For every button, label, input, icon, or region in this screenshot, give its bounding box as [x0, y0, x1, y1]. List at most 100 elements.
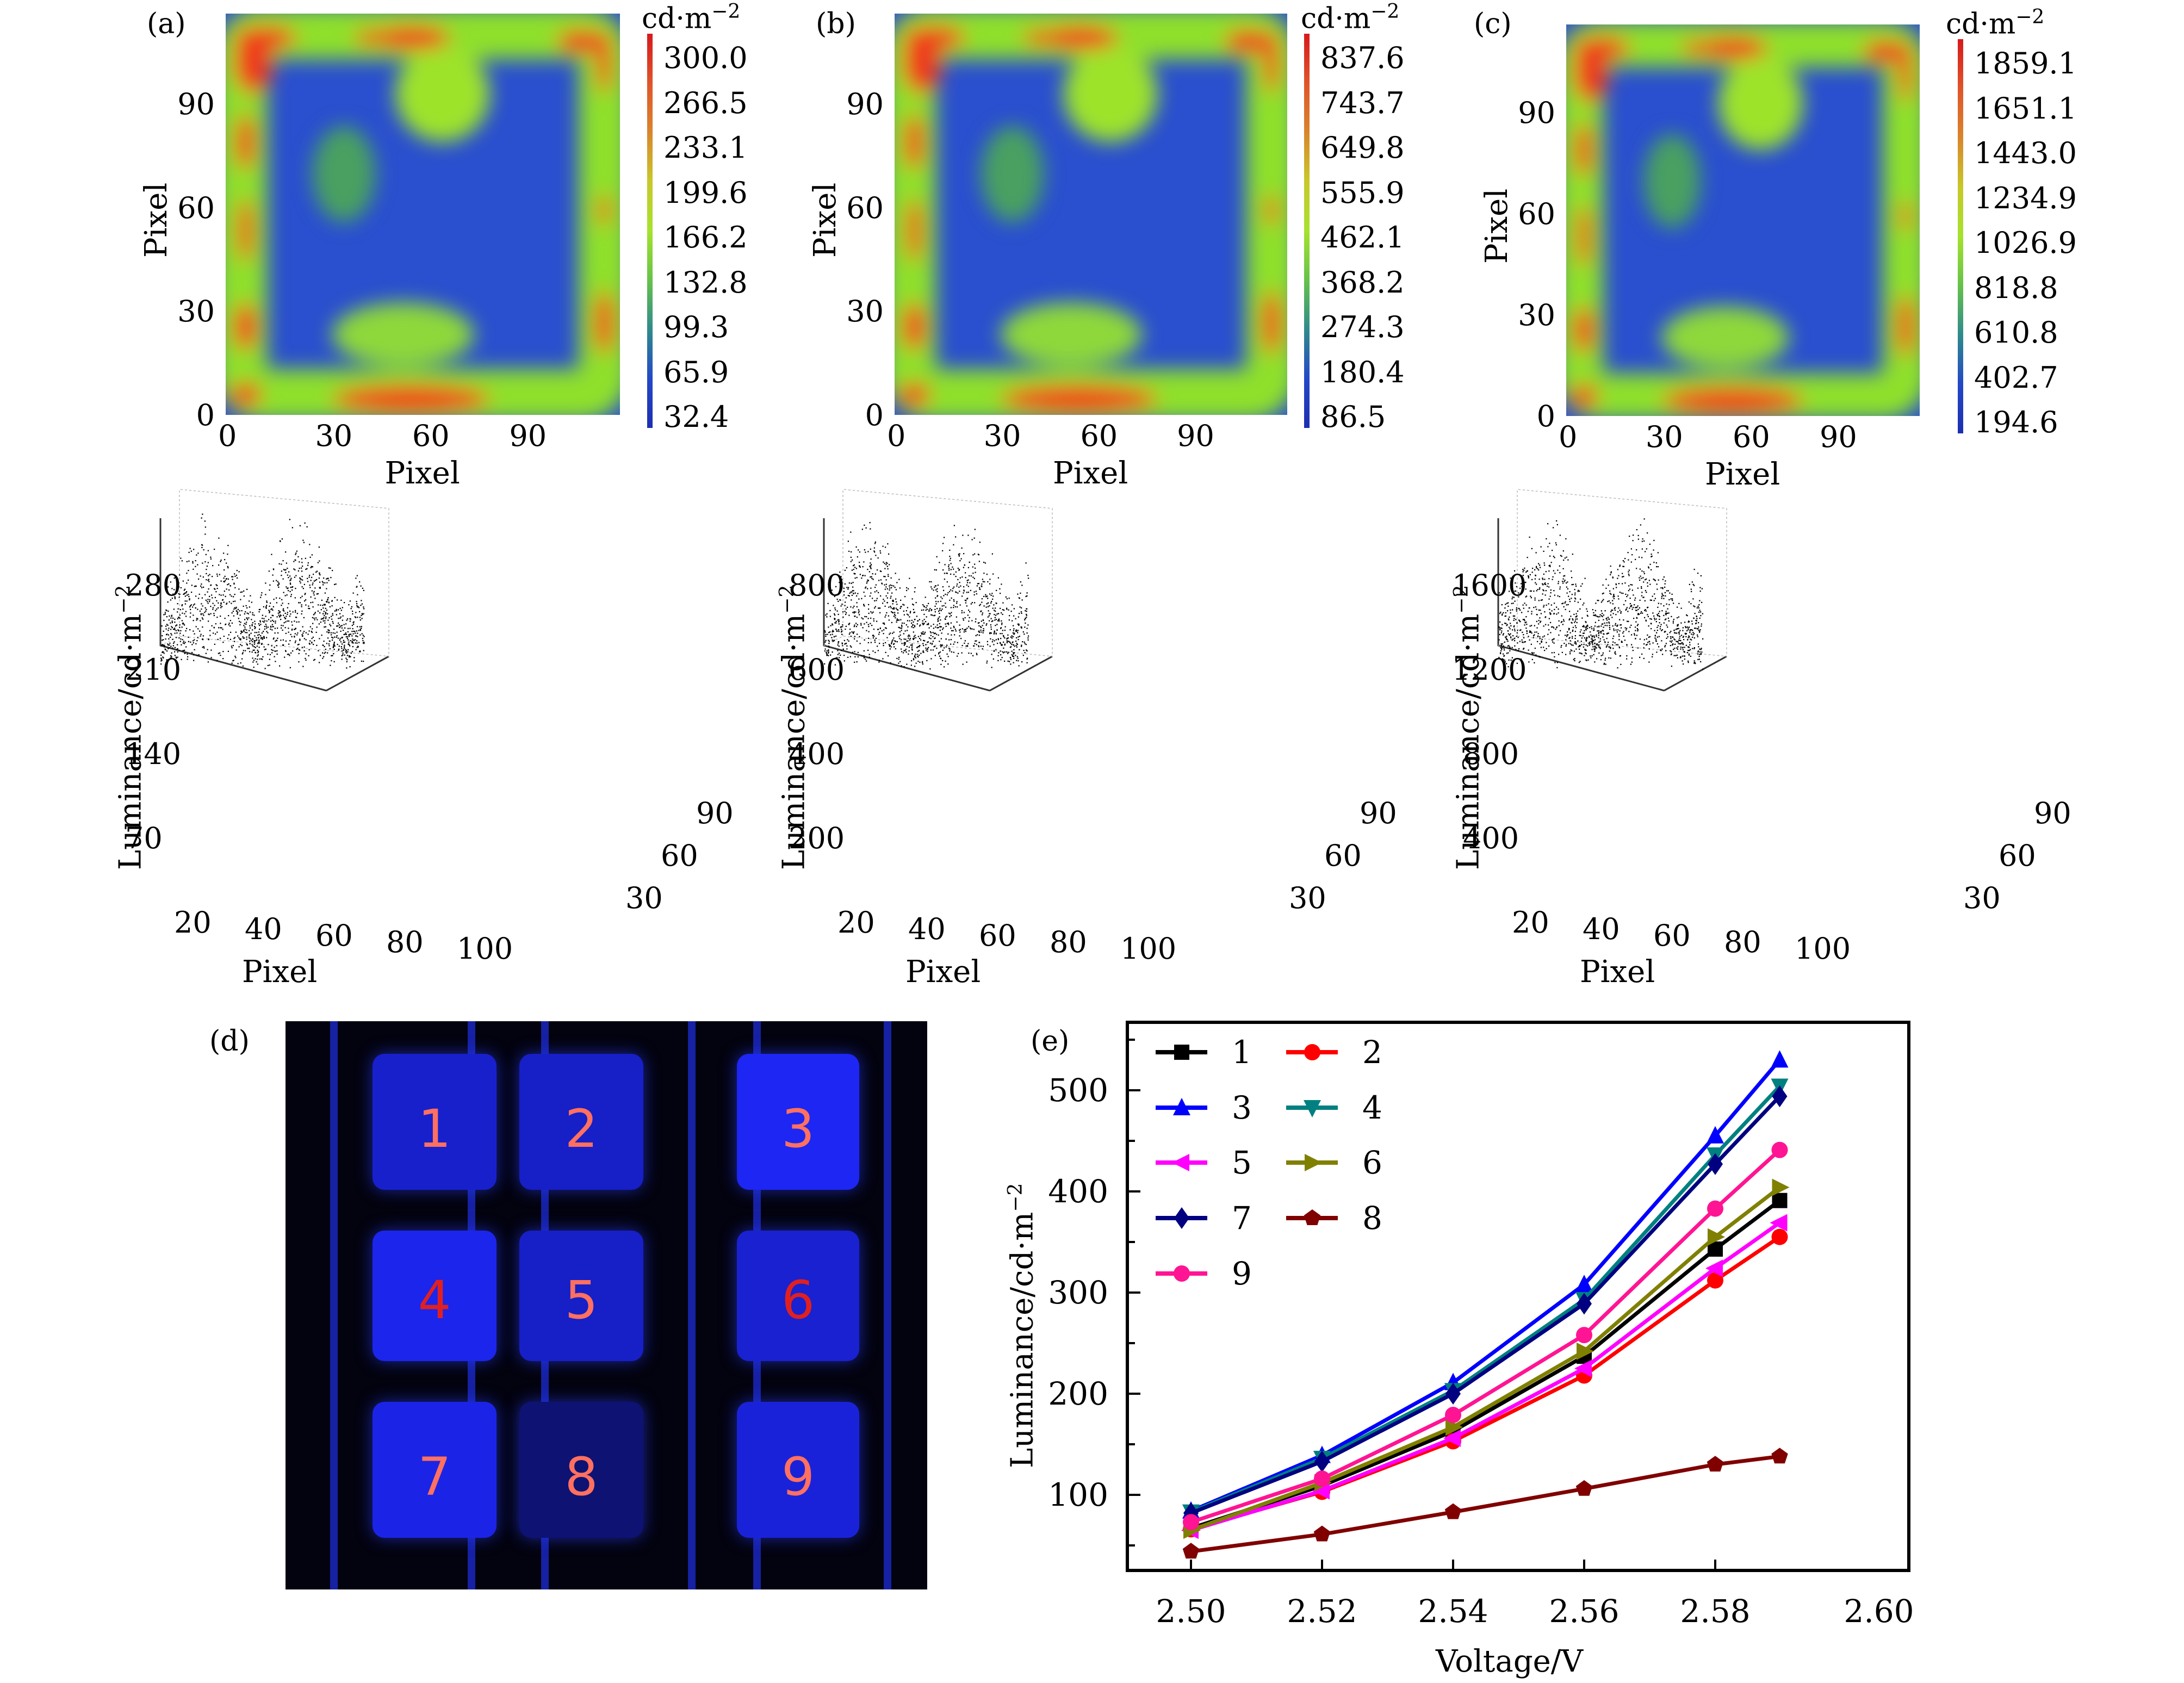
data-point	[246, 643, 247, 645]
data-point	[909, 639, 910, 641]
data-point	[1697, 573, 1699, 574]
z-tick-label: 800	[1463, 737, 1519, 771]
data-point	[305, 557, 306, 559]
data-point	[896, 657, 898, 659]
data-point	[853, 569, 854, 570]
data-point	[1641, 557, 1643, 558]
data-point	[262, 638, 263, 640]
data-point	[899, 634, 901, 636]
data-point	[325, 613, 326, 615]
data-point	[963, 631, 965, 633]
data-point	[165, 625, 167, 627]
data-point	[934, 645, 936, 647]
data-point	[1554, 662, 1556, 663]
data-point	[1625, 629, 1627, 631]
data-point	[944, 579, 945, 580]
data-point	[1547, 546, 1549, 548]
data-point	[955, 630, 957, 632]
data-point	[1602, 623, 1604, 625]
data-point	[961, 612, 963, 613]
data-point	[258, 647, 260, 648]
data-point	[1635, 621, 1637, 623]
data-point	[170, 599, 171, 601]
data-point	[234, 655, 236, 657]
data-point	[1584, 577, 1586, 579]
data-point	[1510, 612, 1511, 614]
data-point	[171, 616, 172, 617]
data-point	[835, 622, 837, 624]
x-tick-label: 90	[1820, 420, 1857, 454]
data-point	[888, 615, 889, 617]
data-point	[945, 606, 947, 608]
data-point	[1006, 608, 1008, 610]
data-point	[916, 616, 917, 617]
data-point	[1690, 588, 1692, 590]
data-point	[905, 610, 907, 612]
data-point	[233, 638, 235, 639]
data-point	[979, 587, 981, 588]
data-point	[166, 610, 167, 611]
data-point	[942, 586, 944, 588]
data-point	[1008, 651, 1009, 653]
data-point	[835, 609, 836, 611]
data-point	[1674, 648, 1676, 649]
data-point	[1612, 603, 1614, 605]
data-point	[179, 593, 181, 595]
data-point	[220, 637, 221, 639]
data-point	[1649, 636, 1651, 637]
data-point	[973, 645, 975, 647]
data-point	[1696, 607, 1698, 608]
data-point	[1004, 644, 1006, 646]
data-point	[1593, 628, 1594, 629]
data-point	[160, 663, 162, 665]
data-point	[922, 633, 923, 635]
data-point	[1649, 618, 1651, 619]
data-point	[926, 624, 928, 625]
data-point	[237, 663, 239, 664]
data-point	[189, 629, 191, 631]
data-point	[1661, 610, 1663, 612]
data-point	[1505, 612, 1506, 613]
data-point	[1001, 644, 1002, 645]
data-point	[190, 612, 191, 614]
data-point	[832, 623, 833, 625]
heatmap-canvas	[895, 14, 1287, 415]
data-point	[317, 562, 319, 563]
data-point	[933, 624, 934, 625]
x-tick-label: 100	[1120, 931, 1177, 966]
data-point	[835, 620, 837, 622]
data-point	[1687, 646, 1689, 648]
data-point	[173, 608, 175, 610]
data-point	[216, 660, 218, 661]
data-point	[350, 618, 351, 620]
data-point	[892, 599, 894, 601]
data-point	[1560, 630, 1561, 631]
data-point	[858, 611, 860, 612]
data-point	[352, 613, 353, 614]
data-point	[1602, 652, 1604, 654]
data-point	[862, 627, 864, 629]
data-point	[895, 615, 896, 617]
data-point	[328, 632, 330, 634]
data-point	[1511, 657, 1513, 659]
data-point	[260, 638, 262, 639]
data-point	[888, 619, 890, 621]
data-point	[952, 588, 954, 589]
data-point	[836, 657, 838, 659]
hot-spot	[902, 302, 926, 351]
data-point	[1586, 660, 1587, 661]
data-point	[1585, 644, 1587, 646]
data-point	[356, 601, 357, 603]
data-point	[1019, 649, 1020, 650]
data-point	[891, 643, 892, 644]
data-point	[857, 593, 859, 594]
data-point	[1026, 614, 1027, 616]
data-point	[1693, 662, 1695, 664]
data-point	[909, 577, 910, 579]
data-point	[1572, 554, 1573, 555]
data-point	[302, 566, 303, 567]
data-point	[1567, 588, 1568, 589]
data-point	[1525, 616, 1527, 618]
data-point	[353, 630, 355, 632]
x-tick-label: 2.60	[1844, 1593, 1914, 1630]
